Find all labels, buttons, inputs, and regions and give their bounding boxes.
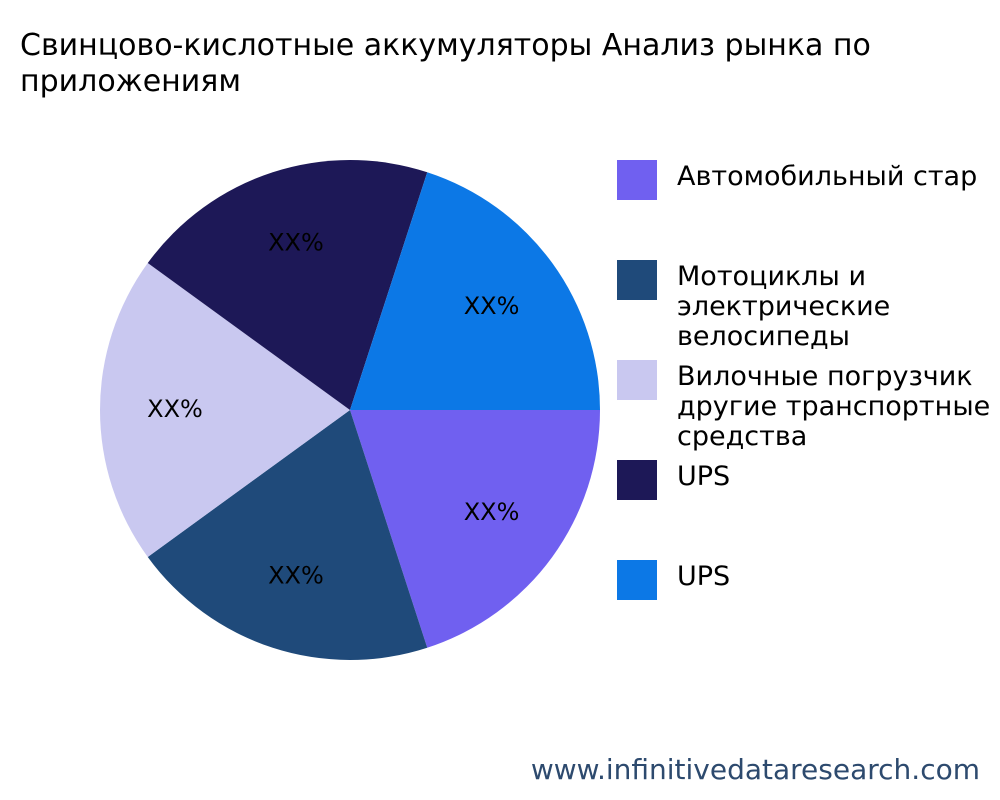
chart-title: Свинцово-кислотные аккумуляторы Анализ р… (20, 28, 871, 99)
legend-swatch (617, 260, 657, 300)
value-label: XX% (268, 561, 324, 589)
legend-swatch (617, 360, 657, 400)
legend-swatch (617, 160, 657, 200)
legend-label: UPS (677, 461, 731, 492)
legend-label: Вилочные погрузчик другие транспортные с… (677, 361, 991, 452)
value-label: XX% (464, 498, 520, 526)
legend-label: Автомобильный стар (677, 161, 978, 192)
legend-label: UPS (677, 561, 731, 592)
pie-slice (100, 263, 350, 557)
value-label: XX% (268, 229, 324, 257)
pie-slice (350, 410, 600, 648)
legend-swatch (617, 560, 657, 600)
pie-chart: XX% XX% XX% XX% XX% (100, 160, 600, 660)
legend-item: Мотоциклы и электрические велосипеды (617, 260, 1000, 360)
pie-slice (147, 160, 428, 410)
value-label: XX% (464, 292, 520, 320)
legend-item: UPS (617, 560, 1000, 660)
legend-item: Вилочные погрузчик другие транспортные с… (617, 360, 1000, 460)
value-label: XX% (147, 395, 203, 423)
footer: www.infinitivedataresearch.com (530, 753, 980, 786)
legend-swatch (617, 460, 657, 500)
legend-item: Автомобильный стар (617, 160, 1000, 260)
legend-item: UPS (617, 460, 1000, 560)
legend-label: Мотоциклы и электрические велосипеды (677, 261, 891, 352)
pie-slice (147, 410, 428, 660)
pie-slice (350, 172, 600, 410)
